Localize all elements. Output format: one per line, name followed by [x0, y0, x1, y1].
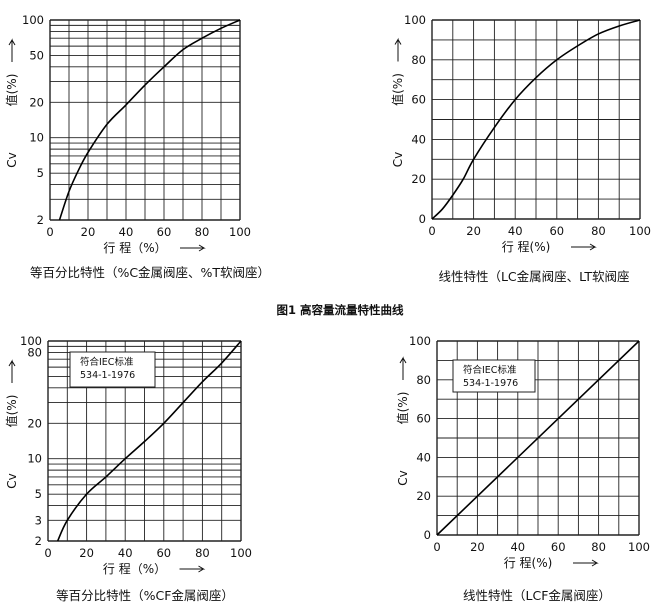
x-axis-arrow-icon [179, 565, 206, 573]
series-line [431, 19, 641, 220]
y-tick-label: 2 [37, 213, 44, 227]
x-tick-label: 80 [591, 224, 606, 238]
x-tick-label: 60 [157, 225, 172, 239]
y-tick-label: 50 [29, 48, 44, 62]
x-tick-label: 100 [628, 540, 650, 554]
x-tick-label: 0 [44, 546, 51, 560]
y-tick-label: 80 [416, 373, 431, 387]
x-tick-label: 20 [470, 540, 485, 554]
y-tick-label: 20 [411, 172, 426, 186]
y-tick-label: 40 [416, 450, 431, 464]
y-tick-label: 80 [27, 345, 42, 359]
y-tick-label: 3 [35, 513, 42, 527]
annotation-text: 符合IEC标准 [463, 364, 517, 376]
y-tick-label: 2 [35, 534, 42, 548]
x-tick-label: 60 [156, 546, 171, 560]
y-tick-label: 0 [419, 212, 426, 226]
x-axis-arrow-icon [573, 559, 599, 567]
chart-equal-percentage-c-t: 0 20 40 60 80 100 2 5 10 20 50 100 行 程（%） Cv 值(%) 等百分比特… [4, 13, 270, 280]
y-axis-label-unit: 值(%) [390, 73, 405, 106]
y-tick-label: 5 [37, 166, 44, 180]
y-axis-arrow-icon [399, 356, 407, 380]
y-tick-label: 0 [424, 528, 431, 542]
y-tick-label: 100 [22, 13, 44, 27]
chart-caption: 线性特性（LC金属阀座、LT软阀座 [438, 269, 629, 284]
x-tick-label: 40 [508, 224, 523, 238]
y-tick-label: 80 [411, 53, 426, 67]
figure-title: 图1 高容量流量特性曲线 [276, 303, 404, 317]
chart-caption: 等百分比特性（%CF金属阀座） [56, 588, 234, 603]
x-tick-label: 60 [549, 224, 564, 238]
annotation-box [452, 359, 536, 393]
y-tick-label: 10 [27, 452, 42, 466]
x-axis-arrow-icon [180, 244, 206, 252]
x-tick-label: 100 [229, 225, 251, 239]
y-axis-label-cv: Cv [5, 152, 19, 167]
y-axis-arrow-icon [8, 38, 16, 62]
chart-linear-lc-lt: 0 20 40 60 80 100 0 20 40 60 80 100 行 程(%) Cv 值(%) 线性特性… [390, 13, 651, 284]
y-axis-arrow-icon [8, 359, 16, 383]
y-axis-label-unit: 值(%) [4, 74, 19, 107]
chart-linear-lcf: 0 20 40 60 80 100 0 20 40 60 80 100 行 程(%) Cv 值(%) 符合IE… [395, 334, 650, 603]
annotation-text: 534-1-1976 [80, 370, 135, 381]
x-tick-label: 40 [119, 225, 134, 239]
y-tick-label: 100 [20, 334, 42, 348]
x-axis-label: 行 程(%) [502, 239, 551, 254]
chart-caption: 等百分比特性（%C金属阀座、%T软阀座） [30, 265, 270, 280]
y-tick-label: 20 [29, 95, 44, 109]
x-tick-label: 80 [195, 225, 210, 239]
x-axis-label: 行 程(%) [504, 555, 553, 570]
y-axis-label-unit: 值(%) [4, 395, 19, 428]
series-line [58, 19, 241, 221]
y-tick-label: 100 [409, 334, 431, 348]
y-tick-label: 100 [404, 13, 426, 27]
y-tick-label: 40 [411, 132, 426, 146]
y-axis-label-unit: 值(%) [395, 392, 410, 425]
x-axis-arrow-icon [571, 243, 597, 251]
y-tick-label: 10 [29, 131, 44, 145]
x-tick-label: 80 [591, 540, 606, 554]
x-tick-label: 20 [81, 225, 96, 239]
y-tick-label: 5 [35, 487, 42, 501]
x-tick-label: 100 [629, 224, 651, 238]
x-tick-label: 40 [510, 540, 525, 554]
y-axis-label-cv: Cv [5, 473, 19, 488]
series-line [56, 340, 242, 542]
y-tick-label: 20 [416, 489, 431, 503]
annotation-text: 534-1-1976 [463, 378, 518, 389]
y-axis-arrow-icon [394, 37, 402, 62]
series-line [436, 340, 640, 536]
x-tick-label: 100 [230, 546, 252, 560]
y-axis-label-cv: Cv [391, 152, 405, 167]
chart-caption: 线性特性（LCF金属阀座） [463, 588, 611, 603]
y-tick-label: 20 [27, 416, 42, 430]
x-tick-label: 0 [433, 540, 440, 554]
x-tick-label: 80 [195, 546, 210, 560]
x-tick-label: 0 [428, 224, 435, 238]
x-tick-label: 20 [79, 546, 94, 560]
x-tick-label: 40 [118, 546, 133, 560]
y-axis-label-cv: Cv [396, 470, 410, 485]
x-axis-label: 行 程（%） [103, 561, 166, 576]
x-tick-label: 60 [551, 540, 566, 554]
annotation-box [69, 351, 156, 388]
x-axis-label: 行 程（%） [103, 240, 166, 255]
x-tick-label: 0 [46, 225, 53, 239]
y-tick-label: 60 [416, 412, 431, 426]
x-tick-label: 20 [466, 224, 481, 238]
y-tick-label: 60 [411, 93, 426, 107]
annotation-text: 符合IEC标准 [80, 356, 134, 368]
